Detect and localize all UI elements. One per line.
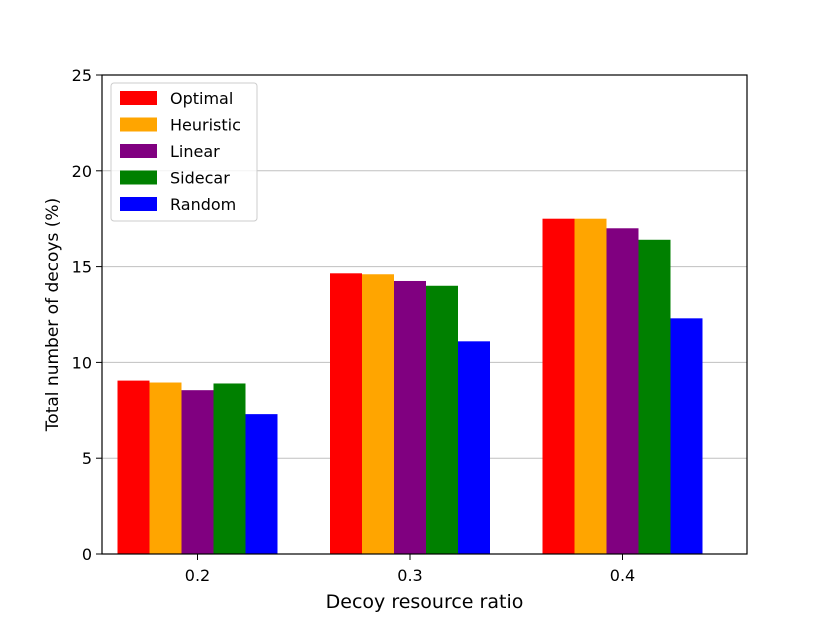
y-tick-label: 15: [72, 258, 92, 277]
x-axis-label: Decoy resource ratio: [326, 591, 524, 613]
bars: [117, 218, 703, 554]
legend-swatch-random: [120, 197, 157, 211]
y-axis-label: Total number of decoys (%): [43, 198, 63, 432]
y-tick-label: 25: [72, 66, 92, 85]
bar-optimal-0.3: [330, 273, 362, 554]
y-tick-label: 0: [82, 545, 92, 564]
legend-label-random: Random: [170, 195, 236, 214]
bar-random-0.4: [670, 318, 703, 554]
x-tick-label: 0.3: [397, 566, 422, 585]
bar-random-0.3: [458, 341, 490, 554]
plot-frame: [101, 74, 748, 555]
x-tick-label: 0.2: [185, 566, 210, 585]
y-tick-label: 10: [72, 353, 92, 372]
bar-linear-0.4: [606, 228, 639, 554]
legend-label-sidecar: Sidecar: [170, 169, 230, 188]
bar-sidecar-0.2: [213, 383, 246, 554]
bar-optimal-0.4: [542, 218, 575, 554]
legend: Optimal Heuristic Linear Sidecar Random: [110, 82, 258, 222]
legend-swatch-heuristic: [120, 117, 157, 132]
legend-label-linear: Linear: [170, 142, 220, 161]
bar-linear-0.2: [181, 390, 214, 554]
x-axis: 0.2 0.3 0.4: [185, 554, 635, 585]
y-tick-label: 5: [82, 449, 92, 468]
bar-heuristic-0.2: [149, 382, 182, 554]
legend-swatch-linear: [120, 144, 157, 158]
bar-sidecar-0.3: [426, 285, 458, 554]
legend-label-optimal: Optimal: [170, 89, 233, 108]
legend-label-heuristic: Heuristic: [170, 116, 241, 135]
legend-swatch-optimal: [120, 91, 157, 105]
y-axis: 0 5 10 15 20 25: [72, 66, 102, 564]
bar-heuristic-0.3: [362, 274, 394, 554]
bar-random-0.2: [245, 414, 278, 554]
legend-swatch-sidecar: [120, 170, 157, 185]
bar-optimal-0.2: [117, 380, 150, 554]
bar-linear-0.3: [394, 280, 426, 554]
y-tick-label: 20: [72, 162, 92, 181]
bar-sidecar-0.4: [638, 239, 671, 554]
x-tick-label: 0.4: [610, 566, 635, 585]
bar-heuristic-0.4: [574, 218, 607, 554]
